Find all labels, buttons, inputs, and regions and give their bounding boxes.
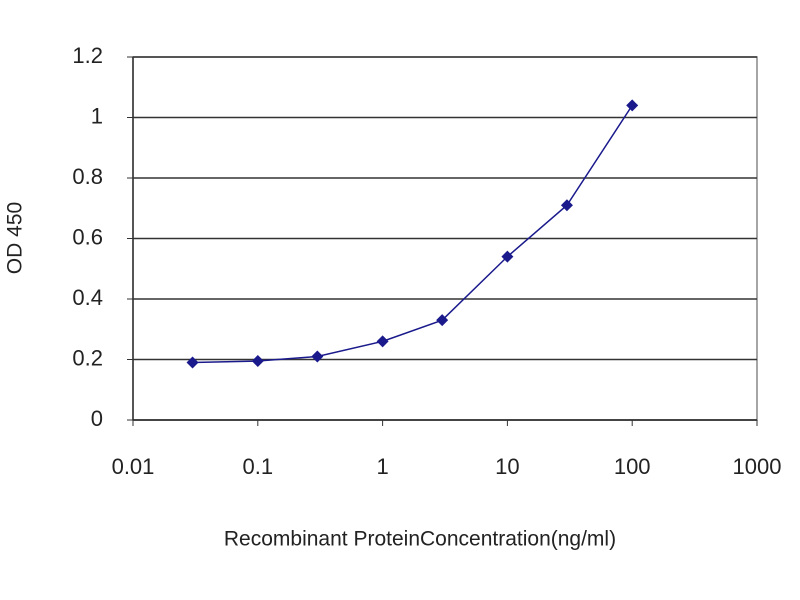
data-point bbox=[376, 335, 389, 348]
x-tick-label: 1 bbox=[376, 454, 388, 479]
y-tick-label: 0 bbox=[91, 406, 103, 431]
y-tick-label: 0.8 bbox=[72, 164, 103, 189]
x-tick-label: 0.1 bbox=[243, 454, 274, 479]
y-axis-title: OD 450 bbox=[4, 202, 27, 274]
data-point bbox=[626, 99, 639, 112]
x-tick-label: 0.01 bbox=[112, 454, 155, 479]
data-point bbox=[560, 199, 573, 212]
data-point bbox=[186, 356, 199, 369]
y-tick-label: 0.6 bbox=[72, 224, 103, 249]
x-tick-label: 100 bbox=[614, 454, 651, 479]
data-point bbox=[311, 350, 324, 363]
x-tick-label: 1000 bbox=[733, 454, 782, 479]
x-tick-label: 10 bbox=[495, 454, 519, 479]
y-tick-label: 1.2 bbox=[72, 43, 103, 68]
x-axis-title: Recombinant ProteinConcentration(ng/ml) bbox=[224, 528, 616, 551]
data-point bbox=[501, 250, 514, 263]
y-tick-label: 0.2 bbox=[72, 345, 103, 370]
data-point bbox=[251, 355, 264, 368]
y-tick-label: 0.4 bbox=[72, 285, 103, 310]
data-point bbox=[436, 314, 449, 327]
series-line bbox=[192, 104, 633, 364]
y-tick-label: 1 bbox=[91, 103, 103, 128]
